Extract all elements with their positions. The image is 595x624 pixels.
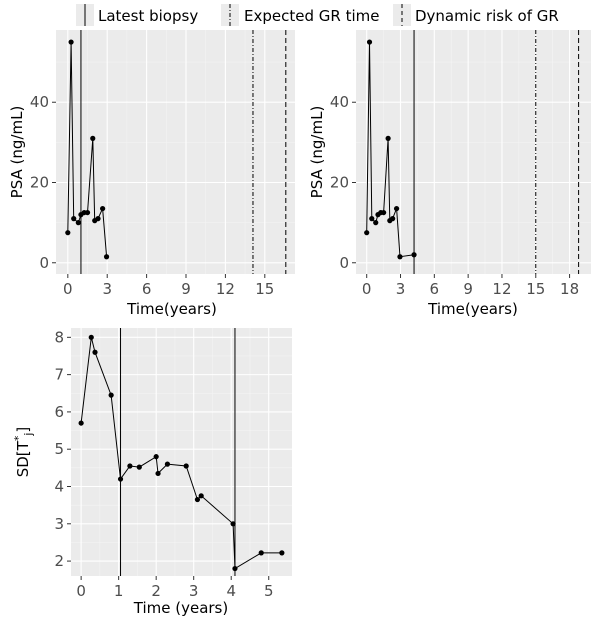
y-tick-label: 6 bbox=[54, 403, 64, 421]
data-point bbox=[194, 496, 201, 503]
x-tick-label: 5 bbox=[264, 582, 274, 600]
legend-label-expected-gr-time: Expected GR time bbox=[244, 7, 379, 25]
data-point bbox=[385, 135, 391, 141]
y-tick-label: 2 bbox=[54, 552, 64, 570]
legend-background bbox=[76, 1, 560, 29]
data-point bbox=[65, 230, 71, 236]
data-point bbox=[198, 493, 204, 499]
x-tick-label: 12 bbox=[216, 280, 235, 298]
x-tick-label: 1 bbox=[114, 582, 124, 600]
data-point bbox=[232, 565, 238, 572]
x-axis-title: Time(years) bbox=[126, 300, 217, 318]
data-point bbox=[71, 216, 77, 222]
x-tick-label: 3 bbox=[102, 280, 112, 298]
data-point bbox=[88, 334, 94, 340]
x-tick-label: 6 bbox=[142, 280, 152, 298]
x-tick-label: 3 bbox=[189, 582, 199, 600]
x-tick-label: 18 bbox=[560, 280, 579, 298]
data-point bbox=[92, 349, 98, 355]
data-point bbox=[155, 470, 161, 477]
y-tick-label: 4 bbox=[54, 477, 64, 495]
y-tick-label: 0 bbox=[339, 254, 349, 272]
data-point bbox=[397, 254, 403, 260]
data-point bbox=[78, 420, 84, 426]
y-tick-label: 0 bbox=[39, 254, 49, 272]
data-point bbox=[136, 464, 142, 470]
data-point bbox=[153, 454, 159, 460]
data-point bbox=[117, 476, 124, 482]
data-point bbox=[84, 209, 91, 216]
x-tick-label: 0 bbox=[362, 280, 372, 298]
x-axis-title: Time(years) bbox=[427, 300, 518, 318]
data-point bbox=[230, 521, 236, 527]
y-tick-label: 20 bbox=[30, 174, 49, 192]
x-axis-title: Time (years) bbox=[133, 599, 228, 617]
data-point bbox=[75, 220, 81, 226]
x-tick-label: 0 bbox=[76, 582, 86, 600]
data-point bbox=[381, 209, 387, 216]
y-tick-label: 40 bbox=[30, 93, 49, 111]
y-tick-label: 40 bbox=[330, 93, 349, 111]
data-point bbox=[393, 205, 400, 212]
legend-label-latest-biopsy: Latest biopsy bbox=[98, 7, 198, 25]
y-tick-label: 8 bbox=[54, 328, 64, 346]
x-tick-label: 15 bbox=[255, 280, 274, 298]
data-point bbox=[279, 550, 285, 556]
psa-chart-right: 0 3 6 9 12 15 18 0 20 40 Time(years) PSA (ng/mL) bbox=[308, 30, 591, 318]
legend: Latest biopsy Expected GR time Dynamic r… bbox=[76, 1, 560, 29]
y-tick-label: 7 bbox=[54, 366, 64, 384]
x-tick-label: 2 bbox=[151, 582, 161, 600]
data-point bbox=[108, 392, 114, 398]
data-point bbox=[373, 220, 379, 226]
data-point bbox=[100, 205, 106, 212]
data-point bbox=[164, 461, 171, 467]
data-point bbox=[366, 39, 373, 45]
data-point bbox=[68, 39, 74, 45]
x-tick-label: 3 bbox=[396, 280, 406, 298]
plot-panel-background bbox=[71, 328, 292, 576]
legend-label-dynamic-risk-of-gr: Dynamic risk of GR bbox=[415, 7, 559, 25]
plot-panel-background bbox=[56, 30, 295, 274]
x-tick-label: 4 bbox=[226, 582, 236, 600]
x-tick-label: 9 bbox=[181, 280, 191, 298]
data-point bbox=[364, 230, 370, 236]
y-tick-label: 20 bbox=[330, 174, 349, 192]
y-tick-label: 5 bbox=[54, 440, 64, 458]
x-tick-label: 0 bbox=[63, 280, 73, 298]
data-point bbox=[90, 135, 96, 141]
y-axis-title: PSA (ng/mL) bbox=[8, 106, 26, 199]
x-tick-label: 12 bbox=[492, 280, 511, 298]
y-tick-label: 3 bbox=[54, 515, 64, 533]
data-point bbox=[103, 254, 110, 260]
sd-chart: 0 1 2 3 4 5 2 3 4 5 6 7 8 Time (years) SD[T*j] bbox=[12, 328, 292, 617]
x-tick-label: 9 bbox=[463, 280, 473, 298]
data-point bbox=[369, 216, 375, 222]
x-tick-label: 15 bbox=[526, 280, 545, 298]
psa-chart-left: 0 3 6 9 12 15 0 20 40 Time(years) PSA (ng/mL) bbox=[8, 30, 295, 318]
data-point bbox=[127, 463, 133, 469]
y-axis-title: PSA (ng/mL) bbox=[308, 106, 326, 199]
plot-panel-background bbox=[356, 30, 591, 274]
x-tick-label: 6 bbox=[430, 280, 440, 298]
data-point bbox=[258, 550, 264, 556]
data-point bbox=[411, 252, 417, 258]
y-axis-title: SD[T*j] bbox=[12, 427, 35, 478]
data-point bbox=[183, 463, 189, 469]
data-point bbox=[390, 216, 396, 222]
data-point bbox=[95, 216, 101, 222]
